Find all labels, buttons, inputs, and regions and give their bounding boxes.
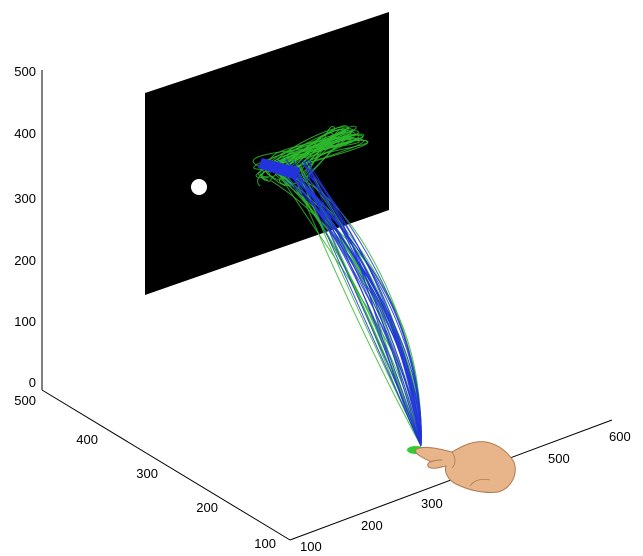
trajectories-blue xyxy=(258,158,422,447)
depth-tick-label: 200 xyxy=(196,500,218,515)
trajectory-line xyxy=(307,170,422,447)
trajectory-line xyxy=(252,138,422,447)
z-tick-label: 100 xyxy=(14,314,36,329)
z-tick-label: 300 xyxy=(14,191,36,206)
depth-tick-label: 100 xyxy=(254,536,276,551)
z-tick-label: 200 xyxy=(14,253,36,268)
target-dot xyxy=(191,179,207,195)
trajectory-line xyxy=(258,131,422,447)
trajectory-line xyxy=(302,171,422,447)
z-tick-label: 500 xyxy=(14,64,36,79)
trajectory-line xyxy=(283,167,422,447)
pointing-hand-icon xyxy=(415,441,516,493)
trajectory-line xyxy=(267,135,422,447)
trajectory-line xyxy=(272,163,422,447)
depth-axis xyxy=(41,389,291,541)
width-tick-label: 200 xyxy=(361,518,383,533)
z-tick-label: 0 xyxy=(29,375,36,390)
trajectories-green xyxy=(252,125,422,447)
trajectory-line xyxy=(304,160,422,447)
z-tick-label: 400 xyxy=(14,126,36,141)
width-tick-label: 100 xyxy=(300,539,322,554)
depth-tick-labels: 500 400 300 200 100 xyxy=(14,393,276,551)
trajectory-line xyxy=(280,126,422,447)
trajectory-line xyxy=(279,162,422,447)
trajectory-line xyxy=(298,161,422,447)
width-tick-label: 500 xyxy=(548,451,570,466)
width-tick-label: 300 xyxy=(421,496,443,511)
depth-tick-label: 400 xyxy=(76,432,98,447)
depth-tick-label: 300 xyxy=(136,466,158,481)
trajectory-line xyxy=(279,134,422,447)
width-tick-label: 600 xyxy=(609,429,631,444)
z-tick-labels: 0 100 200 300 400 500 xyxy=(14,64,36,390)
trajectory-bundle xyxy=(258,158,300,180)
trajectory-line xyxy=(253,126,422,447)
depth-tick-label: 500 xyxy=(14,393,36,408)
width-tick-labels: 100 200 300 500 600 xyxy=(300,429,631,554)
trajectory-line xyxy=(304,176,422,447)
